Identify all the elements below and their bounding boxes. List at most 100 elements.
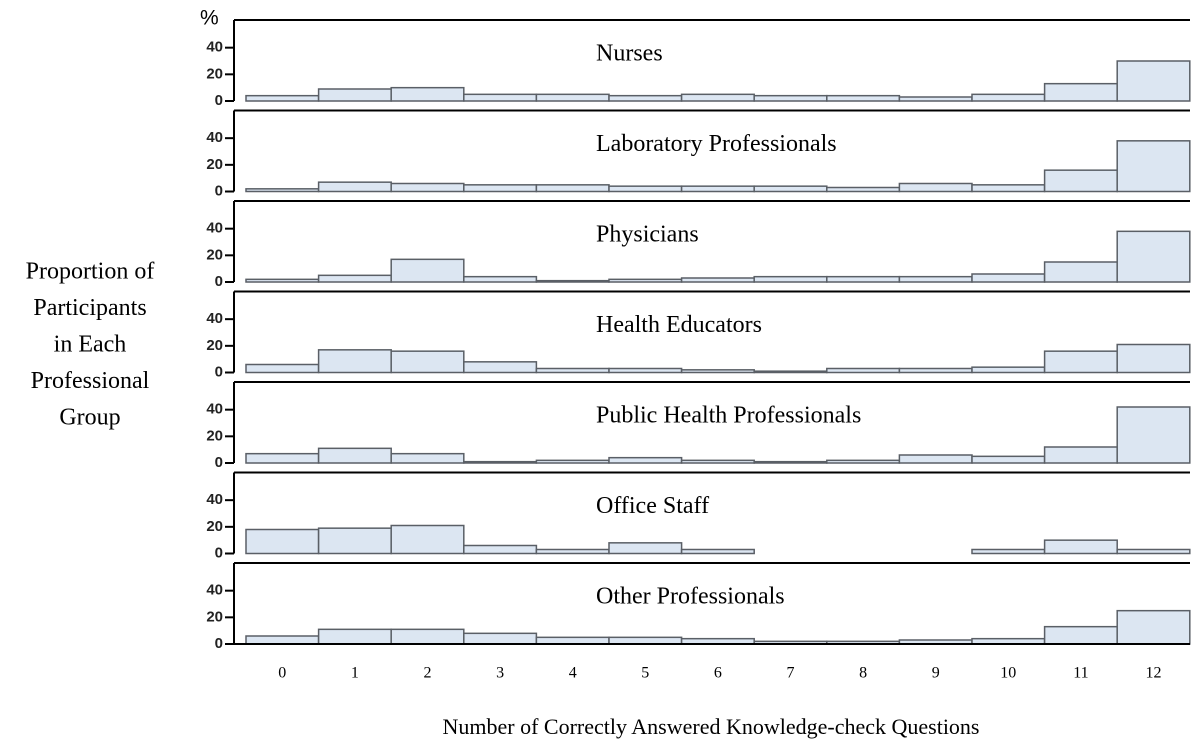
- bar: [390, 258, 465, 283]
- x-tick-label: 5: [641, 665, 649, 682]
- bar: [1116, 343, 1191, 374]
- bar: [463, 184, 538, 193]
- y-tick-label: 40: [206, 582, 223, 599]
- panel-title: Other Professionals: [596, 584, 785, 610]
- y-tick-label: 40: [206, 39, 223, 56]
- bar: [971, 548, 1046, 555]
- bar: [608, 456, 683, 464]
- y-tick-label: 20: [206, 156, 223, 173]
- bar: [245, 363, 320, 374]
- bar: [245, 528, 320, 555]
- bar: [1116, 140, 1191, 193]
- bar: [826, 275, 901, 283]
- bar: [390, 628, 465, 645]
- bar: [1116, 60, 1191, 102]
- bar: [245, 188, 320, 193]
- bar: [971, 184, 1046, 193]
- bar: [1116, 230, 1191, 283]
- bar: [680, 185, 755, 193]
- x-tick-label: 11: [1073, 665, 1088, 682]
- bar: [463, 544, 538, 555]
- y-axis-label: Group: [59, 405, 120, 431]
- y-tick-label: 40: [206, 220, 223, 237]
- bar: [971, 455, 1046, 464]
- x-tick-label: 3: [496, 665, 504, 682]
- x-axis-label: Number of Correctly Answered Knowledge-c…: [442, 714, 979, 739]
- bar: [680, 369, 755, 374]
- y-tick-label: 0: [215, 544, 223, 561]
- bar: [680, 277, 755, 283]
- bar: [680, 459, 755, 464]
- bar: [753, 370, 828, 374]
- y-tick-label: 20: [206, 65, 223, 82]
- bar: [390, 524, 465, 555]
- bar: [390, 182, 465, 193]
- y-tick-label: 40: [206, 491, 223, 508]
- bar: [608, 278, 683, 283]
- bar: [535, 367, 610, 374]
- y-axis-label: Professional: [31, 368, 150, 394]
- bar: [317, 447, 392, 464]
- x-tick-label: 9: [932, 665, 940, 682]
- y-tick-label: 0: [215, 454, 223, 471]
- panel-title: Health Educators: [596, 312, 762, 338]
- x-tick-label: 2: [424, 665, 432, 682]
- bar: [1043, 261, 1118, 283]
- bar: [971, 93, 1046, 102]
- bar: [971, 273, 1046, 283]
- y-axis-label: in Each: [54, 332, 127, 358]
- bar: [535, 279, 610, 283]
- bar: [463, 275, 538, 283]
- bar: [753, 185, 828, 193]
- bar: [390, 452, 465, 464]
- x-tick-label: 7: [787, 665, 795, 682]
- bar: [1043, 350, 1118, 374]
- panel-title: Physicians: [596, 222, 699, 248]
- bar: [898, 454, 973, 464]
- bar: [245, 278, 320, 283]
- bar: [971, 366, 1046, 374]
- bar: [608, 94, 683, 102]
- bar: [535, 459, 610, 464]
- bar: [317, 181, 392, 193]
- y-tick-label: 20: [206, 518, 223, 535]
- bar: [317, 628, 392, 645]
- y-tick-label: 0: [215, 273, 223, 290]
- y-tick-label: 20: [206, 608, 223, 625]
- bar: [608, 367, 683, 374]
- bar: [245, 452, 320, 464]
- bar: [1043, 82, 1118, 102]
- x-tick-label: 4: [569, 665, 577, 682]
- panel-title: Laboratory Professionals: [596, 131, 837, 157]
- bar: [1043, 446, 1118, 464]
- x-tick-label: 10: [1000, 665, 1016, 682]
- bar: [535, 93, 610, 102]
- y-tick-label: 40: [206, 310, 223, 327]
- bar: [608, 542, 683, 555]
- bar: [463, 93, 538, 102]
- bar: [898, 96, 973, 102]
- bar: [245, 635, 320, 645]
- x-tick-label: 1: [351, 665, 359, 682]
- bar: [608, 185, 683, 193]
- bar: [1116, 609, 1191, 645]
- bar: [1116, 406, 1191, 464]
- bar: [535, 548, 610, 555]
- panel-title: Nurses: [596, 41, 663, 67]
- panel-title: Public Health Professionals: [596, 403, 861, 429]
- bar: [753, 94, 828, 102]
- y-tick-label: 20: [206, 427, 223, 444]
- x-tick-label: 0: [278, 665, 286, 682]
- bar: [826, 459, 901, 464]
- bar: [535, 184, 610, 193]
- y-tick-label: 0: [215, 635, 223, 652]
- x-tick-label: 12: [1146, 665, 1162, 682]
- x-tick-label: 8: [859, 665, 867, 682]
- bar: [753, 275, 828, 283]
- bar: [826, 367, 901, 374]
- y-tick-label: 0: [215, 182, 223, 199]
- bar: [317, 88, 392, 102]
- bar: [826, 94, 901, 102]
- unit-label: %: [200, 7, 219, 30]
